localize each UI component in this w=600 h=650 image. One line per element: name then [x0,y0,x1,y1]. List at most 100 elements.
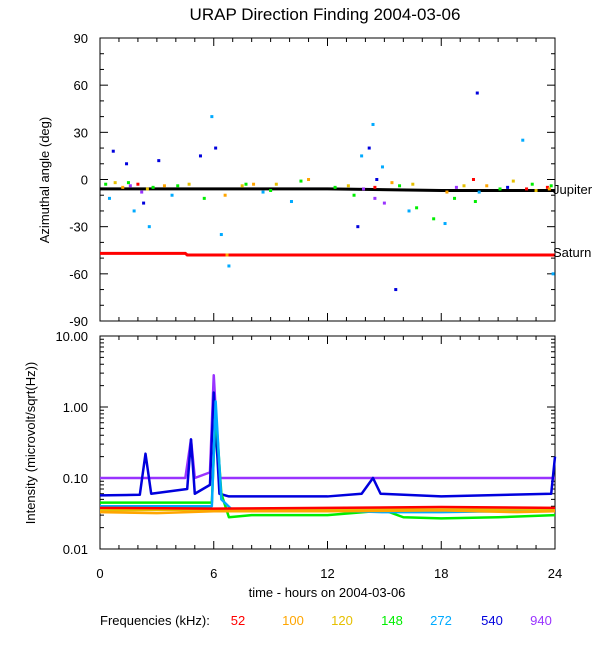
y-tick-label: 0 [81,173,88,188]
direction-point-120khz [346,184,350,188]
x-tick-label: 24 [548,566,562,581]
x-tick-label: 6 [210,566,217,581]
direction-point-148khz [269,189,273,193]
direction-y-ticks: 90 60 30 0 -30 -60 -90 [69,31,555,329]
direction-point-120khz [187,182,191,186]
direction-point-540khz [394,288,398,292]
legend-item-100khz: 100 [282,613,304,628]
y-tick-label: -60 [69,267,88,282]
direction-point-148khz [299,179,303,183]
direction-point-540khz [157,159,161,163]
saturn-label: Saturn [553,245,591,260]
direction-point-272khz [227,264,231,268]
direction-point-120khz [511,179,515,183]
jupiter-label: Jupiter [553,182,593,197]
y-tick-label: 30 [74,125,88,140]
direction-point-120khz [462,184,466,188]
direction-point-100khz [445,190,449,194]
direction-point-148khz [473,200,477,204]
direction-point-120khz [411,182,415,186]
legend-item-272khz: 272 [430,613,452,628]
direction-point-272khz [407,209,411,213]
direction-point-52khz [545,185,549,189]
direction-data [100,91,555,292]
legend-label: Frequencies (kHz): [100,613,210,628]
direction-point-540khz [506,185,510,189]
direction-point-272khz [147,225,151,229]
direction-point-540khz [111,149,115,153]
direction-point-272khz [170,193,174,197]
intensity-line-100khz [99,509,556,515]
direction-point-52khz [136,182,140,186]
legend-item-120khz: 120 [331,613,353,628]
intensity-y-axis-label: Intensity (microvolt/sqrt(Hz)) [23,362,38,525]
direction-point-540khz [198,154,202,158]
x-tick-label: 12 [320,566,334,581]
frequency-legend: Frequencies (kHz): 52 100 120 148 272 540 940 [100,613,552,628]
saturn-reference-line [100,251,555,257]
direction-point-120khz [274,182,278,186]
direction-point-100khz [121,185,125,189]
direction-point-272khz [477,190,481,194]
direction-point-148khz [415,206,419,210]
intensity-line-52khz [99,505,556,510]
intensity-line-940khz [100,374,555,480]
direction-point-100khz [307,178,311,181]
time-x-axis-label: time - hours on 2004-03-06 [249,585,406,600]
direction-point-148khz [432,217,436,221]
y-tick-label: 0.01 [63,542,88,557]
direction-point-540khz [475,91,479,95]
legend-item-148khz: 148 [381,613,403,628]
legend-items: 52 100 120 148 272 540 940 [231,613,552,628]
direction-point-148khz [104,182,108,186]
intensity-panel: 10.00 1.00 0.10 0.01 Intensity (microvolt/s… [23,329,557,557]
direction-point-52khz [525,187,529,191]
direction-point-272khz [443,222,447,226]
direction-point-100khz [225,253,229,257]
direction-point-540khz [142,201,146,205]
y-tick-label: 1.00 [63,400,88,415]
y-tick-label: -90 [69,314,88,329]
direction-point-148khz [202,196,206,200]
direction-point-940khz [140,190,144,194]
direction-point-148khz [453,196,457,200]
intensity-data [99,374,557,520]
direction-point-540khz [375,178,379,181]
x-tick-label: 18 [434,566,448,581]
y-tick-label: 60 [74,78,88,93]
y-tick-label: 90 [74,31,88,46]
y-tick-label: 0.10 [63,471,88,486]
legend-item-940khz: 940 [530,613,552,628]
x-tick-label: 0 [96,566,103,581]
direction-panel-frame [99,37,556,322]
direction-point-940khz [382,201,386,205]
direction-point-120khz [113,181,117,185]
intensity-line-540khz [99,391,557,498]
direction-point-940khz [454,185,458,189]
direction-point-120khz [145,187,149,191]
direction-point-272khz [521,138,525,142]
direction-point-148khz [398,184,402,188]
direction-y-axis-label: Azimuthal angle (deg) [37,117,52,243]
legend-item-540khz: 540 [481,613,503,628]
direction-point-148khz [498,187,502,191]
direction-point-148khz [352,193,356,197]
direction-point-120khz [534,189,538,193]
time-x-ticks: 0 6 12 18 24 [96,38,562,581]
direction-point-272khz [107,196,111,200]
chart-title: URAP Direction Finding 2004-03-06 [190,5,461,24]
direction-point-148khz [333,185,337,189]
direction-point-272khz [289,200,293,204]
direction-point-272khz [261,190,265,194]
intensity-y-ticks: 10.00 1.00 0.10 0.01 [55,329,555,557]
y-tick-label: 10.00 [55,329,88,344]
jupiter-reference-line [100,187,555,193]
direction-point-272khz [551,272,555,276]
direction-point-100khz [390,181,394,185]
direction-point-148khz [244,182,248,186]
direction-point-100khz [547,187,551,191]
direction-point-272khz [360,154,364,158]
direction-point-540khz [356,225,360,229]
intensity-line-148khz [100,408,556,520]
